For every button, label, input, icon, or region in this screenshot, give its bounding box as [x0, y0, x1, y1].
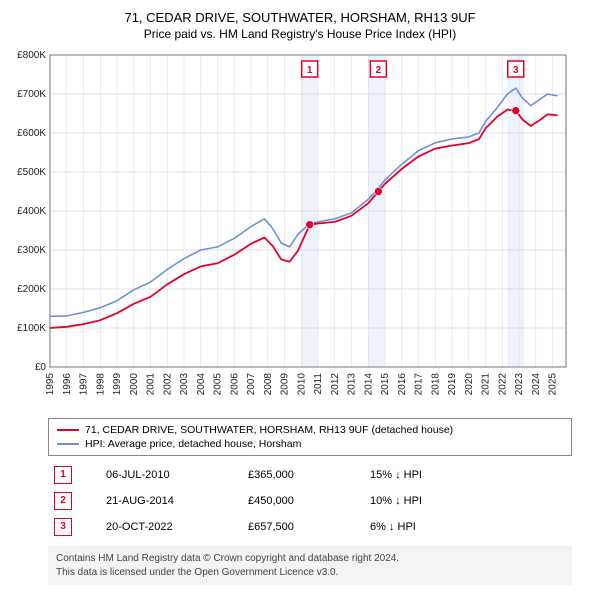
svg-text:2008: 2008 [263, 373, 274, 396]
svg-text:£300K: £300K [17, 245, 46, 256]
line-chart: £0 £100K £200K £300K £400K £500K £600K £700K £80… [8, 47, 574, 407]
svg-text:1996: 1996 [62, 373, 73, 396]
event-number-box: 1 [54, 466, 72, 484]
event-number: 3 [48, 514, 100, 540]
svg-text:£800K: £800K [17, 50, 46, 61]
svg-text:£400K: £400K [17, 206, 46, 217]
svg-text:£200K: £200K [17, 284, 46, 295]
chart-area: £0 £100K £200K £300K £400K £500K £600K £700K £80… [8, 47, 592, 412]
svg-text:2013: 2013 [347, 373, 358, 396]
legend: 71, CEDAR DRIVE, SOUTHWATER, HORSHAM, RH… [48, 418, 572, 456]
svg-text:2018: 2018 [430, 373, 441, 396]
svg-text:£500K: £500K [17, 167, 46, 178]
svg-text:2015: 2015 [380, 373, 391, 396]
svg-text:2002: 2002 [162, 373, 173, 396]
event-date: 06-JUL-2010 [100, 462, 242, 488]
event-number: 1 [48, 462, 100, 488]
svg-text:2017: 2017 [414, 373, 425, 396]
svg-text:2010: 2010 [296, 373, 307, 396]
svg-text:1: 1 [307, 65, 313, 76]
legend-swatch [57, 429, 79, 431]
svg-text:2007: 2007 [246, 373, 257, 396]
svg-text:2021: 2021 [481, 373, 492, 396]
event-number-box: 2 [54, 492, 72, 510]
event-date: 20-OCT-2022 [100, 514, 242, 540]
events-table: 1 06-JUL-2010£365,00015% ↓ HPI 2 21-AUG-201… [48, 462, 572, 540]
svg-text:2019: 2019 [447, 373, 458, 396]
event-row: 1 06-JUL-2010£365,00015% ↓ HPI [48, 462, 572, 488]
event-row: 3 20-OCT-2022£657,5006% ↓ HPI [48, 514, 572, 540]
svg-text:2014: 2014 [363, 373, 374, 396]
footer-line: This data is licensed under the Open Gov… [56, 566, 564, 580]
svg-text:2005: 2005 [213, 373, 224, 396]
legend-item: HPI: Average price, detached house, Hors… [57, 437, 563, 451]
svg-text:2024: 2024 [531, 373, 542, 396]
event-price: £657,500 [242, 514, 364, 540]
svg-text:2001: 2001 [146, 373, 157, 396]
svg-text:2011: 2011 [313, 373, 324, 395]
svg-text:2012: 2012 [330, 373, 341, 396]
footer-attribution: Contains HM Land Registry data © Crown c… [48, 546, 572, 585]
event-delta: 15% ↓ HPI [364, 462, 572, 488]
svg-text:2006: 2006 [229, 373, 240, 396]
legend-swatch [57, 443, 79, 445]
svg-text:1997: 1997 [79, 373, 90, 396]
event-date: 21-AUG-2014 [100, 488, 242, 514]
svg-text:£0: £0 [35, 362, 47, 373]
svg-text:2020: 2020 [464, 373, 475, 396]
svg-text:2025: 2025 [548, 373, 559, 396]
event-number-box: 3 [54, 518, 72, 536]
chart-subtitle: Price paid vs. HM Land Registry's House … [8, 27, 592, 41]
svg-text:1995: 1995 [45, 373, 56, 396]
svg-text:2016: 2016 [397, 373, 408, 396]
legend-item: 71, CEDAR DRIVE, SOUTHWATER, HORSHAM, RH… [57, 423, 563, 437]
svg-text:1999: 1999 [112, 373, 123, 396]
svg-text:£100K: £100K [17, 323, 46, 334]
svg-text:2004: 2004 [196, 373, 207, 396]
svg-text:2009: 2009 [280, 373, 291, 396]
svg-text:£700K: £700K [17, 89, 46, 100]
chart-title: 71, CEDAR DRIVE, SOUTHWATER, HORSHAM, RH… [8, 10, 592, 25]
event-delta: 6% ↓ HPI [364, 514, 572, 540]
svg-text:2022: 2022 [497, 373, 508, 396]
svg-text:3: 3 [513, 65, 519, 76]
event-row: 2 21-AUG-2014£450,00010% ↓ HPI [48, 488, 572, 514]
svg-text:£600K: £600K [17, 128, 46, 139]
legend-label: 71, CEDAR DRIVE, SOUTHWATER, HORSHAM, RH… [85, 424, 453, 436]
event-number: 2 [48, 488, 100, 514]
svg-text:2000: 2000 [129, 373, 140, 396]
svg-text:1998: 1998 [95, 373, 106, 396]
legend-label: HPI: Average price, detached house, Hors… [85, 438, 301, 450]
event-delta: 10% ↓ HPI [364, 488, 572, 514]
svg-text:2003: 2003 [179, 373, 190, 396]
footer-line: Contains HM Land Registry data © Crown c… [56, 552, 564, 566]
svg-text:2: 2 [376, 65, 382, 76]
event-price: £365,000 [242, 462, 364, 488]
event-price: £450,000 [242, 488, 364, 514]
svg-text:2023: 2023 [514, 373, 525, 396]
